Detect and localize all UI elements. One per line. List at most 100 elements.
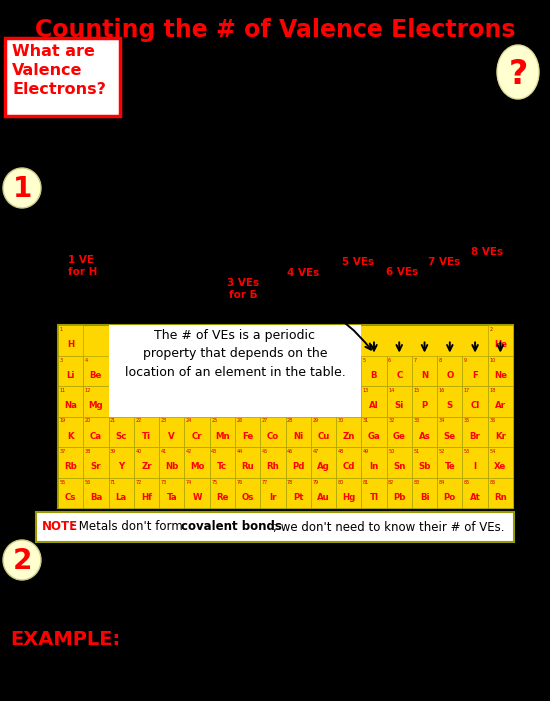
- Text: Po: Po: [444, 493, 456, 502]
- Text: 6 VEs: 6 VEs: [386, 267, 418, 277]
- Text: 74: 74: [186, 479, 192, 484]
- Text: Li: Li: [67, 371, 75, 380]
- Text: : Metals don't form: : Metals don't form: [71, 521, 186, 533]
- Text: Ag: Ag: [317, 463, 330, 471]
- Bar: [387, 447, 412, 477]
- Text: Ru: Ru: [241, 463, 254, 471]
- Text: 17: 17: [464, 388, 470, 393]
- Text: 31: 31: [363, 418, 369, 423]
- Text: Te: Te: [444, 463, 455, 471]
- Text: 72: 72: [135, 479, 141, 484]
- Text: 20: 20: [85, 418, 91, 423]
- Text: Cd: Cd: [343, 463, 355, 471]
- Text: K: K: [67, 432, 74, 441]
- Bar: [412, 355, 437, 386]
- Text: 79: 79: [312, 479, 318, 484]
- Bar: [210, 477, 235, 508]
- Bar: [36, 512, 514, 542]
- Ellipse shape: [3, 168, 41, 208]
- Bar: [361, 447, 387, 477]
- Bar: [58, 325, 83, 355]
- Text: Bi: Bi: [420, 493, 430, 502]
- Text: P: P: [421, 402, 428, 410]
- Text: 41: 41: [161, 449, 167, 454]
- Text: Rh: Rh: [267, 463, 279, 471]
- Text: Ne: Ne: [494, 371, 507, 380]
- Text: La: La: [116, 493, 127, 502]
- Text: Ca: Ca: [90, 432, 102, 441]
- Text: covalent bonds: covalent bonds: [181, 521, 282, 533]
- Text: Tc: Tc: [217, 463, 227, 471]
- Text: 86: 86: [489, 479, 496, 484]
- Text: 35: 35: [464, 418, 470, 423]
- Text: ; we don't need to know their # of VEs.: ; we don't need to know their # of VEs.: [273, 521, 504, 533]
- Bar: [184, 416, 210, 447]
- Bar: [437, 355, 463, 386]
- Text: 4 VEs: 4 VEs: [287, 268, 319, 278]
- Bar: [412, 416, 437, 447]
- Text: O: O: [446, 371, 453, 380]
- Text: 82: 82: [388, 479, 394, 484]
- Bar: [108, 477, 134, 508]
- Text: Sb: Sb: [419, 463, 431, 471]
- Text: 6: 6: [388, 358, 391, 362]
- Bar: [412, 477, 437, 508]
- Bar: [108, 416, 134, 447]
- Text: Hg: Hg: [342, 493, 355, 502]
- Text: 45: 45: [262, 449, 268, 454]
- Text: 38: 38: [85, 449, 91, 454]
- Bar: [83, 355, 108, 386]
- Text: 34: 34: [439, 418, 445, 423]
- Text: 49: 49: [363, 449, 369, 454]
- Text: Rn: Rn: [494, 493, 507, 502]
- Text: At: At: [470, 493, 481, 502]
- Text: Ti: Ti: [142, 432, 151, 441]
- Text: Nb: Nb: [165, 463, 178, 471]
- Text: Cl: Cl: [470, 402, 480, 410]
- Text: 46: 46: [287, 449, 293, 454]
- Text: 39: 39: [110, 449, 116, 454]
- Text: Cu: Cu: [317, 432, 329, 441]
- Text: Se: Se: [444, 432, 456, 441]
- Text: 19: 19: [59, 418, 65, 423]
- Text: 40: 40: [135, 449, 141, 454]
- Text: 52: 52: [439, 449, 445, 454]
- Text: Sr: Sr: [91, 463, 101, 471]
- Text: Tl: Tl: [370, 493, 378, 502]
- Bar: [488, 447, 513, 477]
- Text: 47: 47: [312, 449, 318, 454]
- Text: 75: 75: [211, 479, 217, 484]
- Bar: [311, 477, 336, 508]
- Text: Pb: Pb: [393, 493, 405, 502]
- Text: 11: 11: [59, 388, 66, 393]
- Text: Ga: Ga: [367, 432, 381, 441]
- Bar: [83, 447, 108, 477]
- Text: 44: 44: [236, 449, 243, 454]
- Text: Mn: Mn: [215, 432, 229, 441]
- Text: 1: 1: [59, 327, 63, 332]
- Text: Y: Y: [118, 463, 124, 471]
- Bar: [463, 416, 488, 447]
- Text: 73: 73: [161, 479, 167, 484]
- Text: 5 VEs: 5 VEs: [342, 257, 374, 267]
- Text: B: B: [371, 371, 377, 380]
- Bar: [108, 325, 361, 416]
- Text: 1: 1: [12, 175, 32, 203]
- Bar: [412, 386, 437, 416]
- Bar: [437, 477, 463, 508]
- Bar: [336, 447, 361, 477]
- Text: 32: 32: [388, 418, 394, 423]
- Text: Rb: Rb: [64, 463, 77, 471]
- Text: 8 VEs: 8 VEs: [471, 247, 503, 257]
- Text: Be: Be: [90, 371, 102, 380]
- Bar: [463, 447, 488, 477]
- Bar: [58, 355, 83, 386]
- FancyBboxPatch shape: [5, 38, 120, 116]
- Text: Zr: Zr: [141, 463, 152, 471]
- Text: 51: 51: [414, 449, 420, 454]
- Bar: [361, 386, 387, 416]
- Bar: [159, 416, 184, 447]
- Text: 71: 71: [110, 479, 116, 484]
- Bar: [83, 477, 108, 508]
- Text: F: F: [472, 371, 478, 380]
